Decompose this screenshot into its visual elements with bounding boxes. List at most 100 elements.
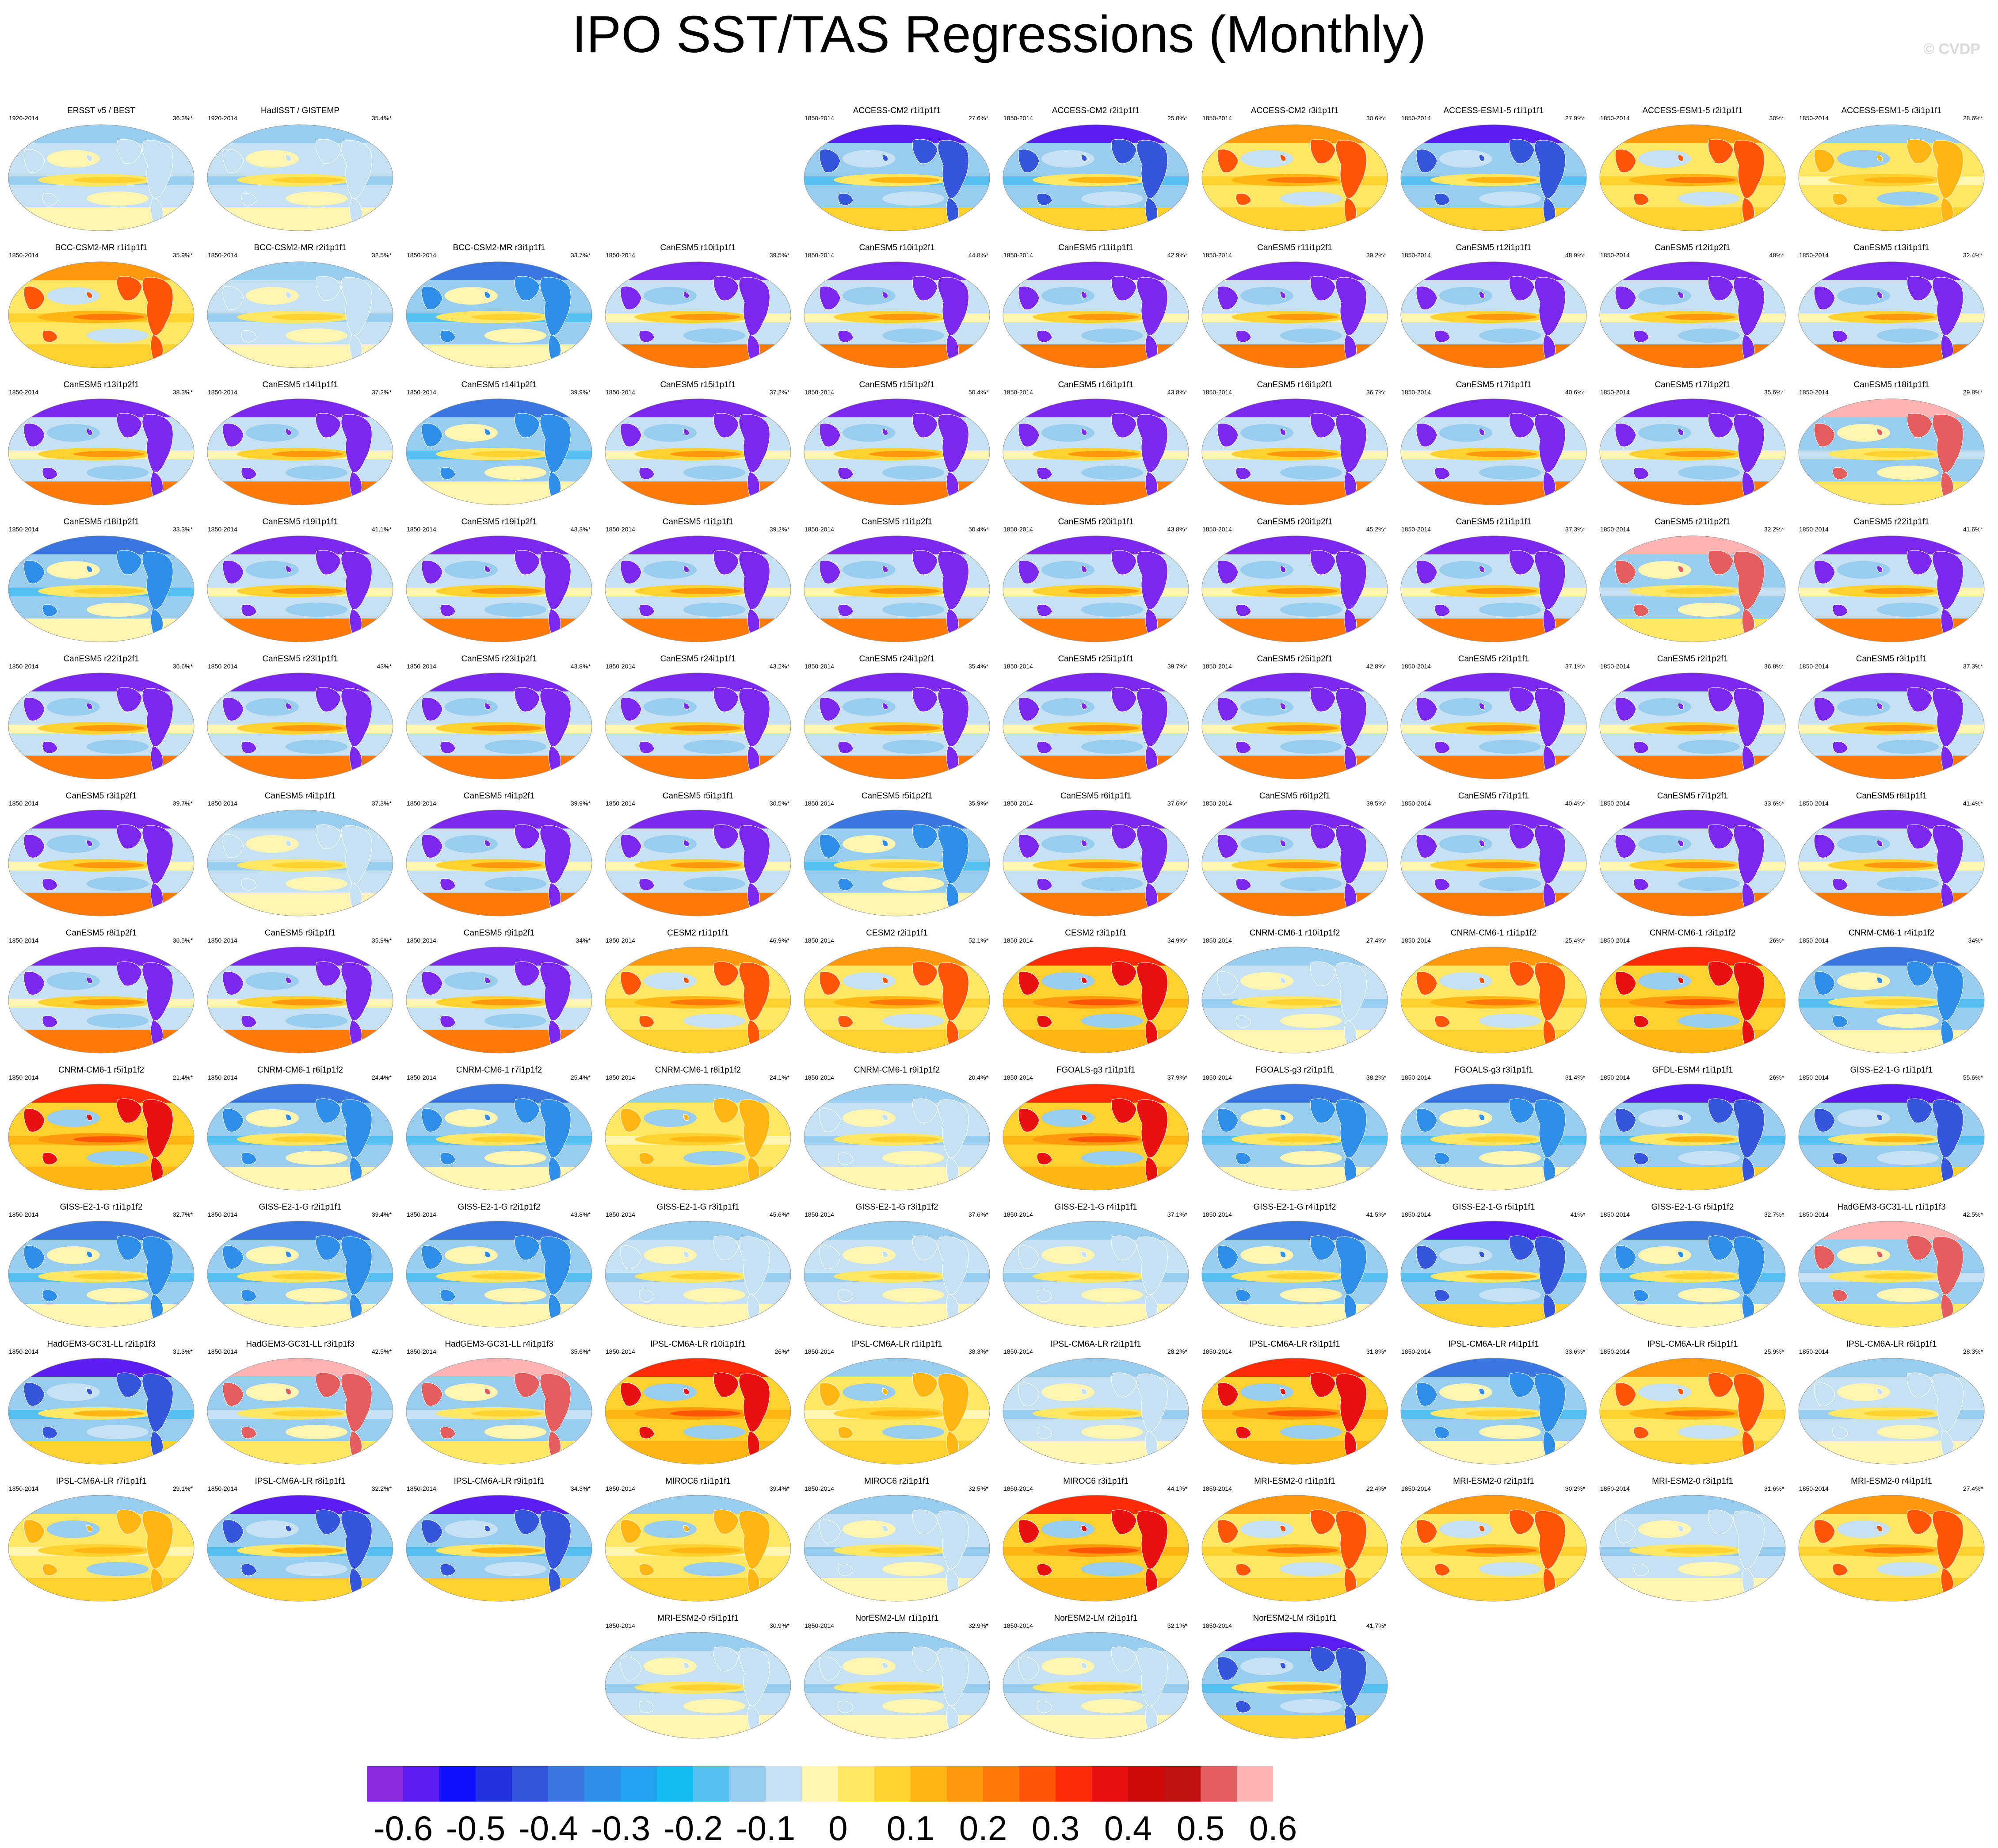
model-panel: CNRM-CM6-1 r8i1p1f2 1850-2014 24.1%* — [600, 1063, 796, 1196]
colorbar-box — [838, 1766, 874, 1802]
panel-title: CNRM-CM6-1 r9i1p1f2 — [854, 1065, 940, 1075]
world-map — [1003, 124, 1189, 231]
world-map — [1201, 535, 1388, 642]
colorbar-box — [584, 1766, 621, 1802]
world-map — [1798, 1221, 1985, 1328]
panel-years: 1850-2014 — [1600, 663, 1630, 670]
panel-years: 1850-2014 — [1003, 252, 1033, 259]
panel-title: MRI-ESM2-0 r2i1p1f1 — [1453, 1477, 1534, 1486]
model-panel: GISS-E2-1-G r2i1p1f1 1850-2014 39.4%* — [202, 1200, 398, 1333]
panel-percent: 35.9%* — [371, 937, 392, 944]
model-panel: CanESM5 r13i1p2f1 1850-2014 38.3%* — [4, 378, 199, 511]
model-panel: CanESM5 r7i1p2f1 1850-2014 33.6%* — [1595, 789, 1790, 922]
world-map — [1003, 1632, 1189, 1739]
panel-percent: 34.3%* — [570, 1485, 591, 1492]
panel-years: 1850-2014 — [1401, 800, 1431, 807]
panel-title: HadGEM3-GC31-LL r4i1p1f3 — [445, 1340, 553, 1349]
model-panel: IPSL-CM6A-LR r9i1p1f1 1850-2014 34.3%* — [401, 1474, 597, 1607]
model-panel: CanESM5 r2i1p1f1 1850-2014 37.1%* — [1396, 652, 1591, 785]
world-map — [1798, 398, 1985, 505]
panel-years: 1850-2014 — [606, 1211, 635, 1218]
panel-percent: 32.9%* — [968, 1622, 988, 1629]
model-panel: CanESM5 r25i1p2f1 1850-2014 42.8%* — [1197, 652, 1392, 785]
watermark: © CVDP — [1923, 41, 1980, 57]
world-map — [804, 535, 990, 642]
world-map — [605, 947, 791, 1054]
colorbar-box — [947, 1766, 983, 1802]
panel-years: 1920-2014 — [9, 115, 38, 122]
panel-title: IPSL-CM6A-LR r3i1p1f1 — [1249, 1340, 1340, 1349]
panel-title: MRI-ESM2-0 r1i1p1f1 — [1254, 1477, 1335, 1486]
colorbar-box — [874, 1766, 911, 1802]
panel-title: CanESM5 r5i1p1f1 — [662, 791, 734, 801]
panel-years: 1850-2014 — [1003, 1211, 1033, 1218]
model-panel: GFDL-ESM4 r1i1p1f1 1850-2014 26%* — [1595, 1063, 1790, 1196]
world-map — [8, 1084, 194, 1191]
panel-title: NorESM2-LM r1i1p1f1 — [855, 1614, 939, 1623]
panel-title: IPSL-CM6A-LR r10i1p1f1 — [650, 1340, 746, 1349]
panel-title: GISS-E2-1-G r4i1p1f1 — [1054, 1203, 1137, 1212]
colorbar-box — [1164, 1766, 1201, 1802]
world-map — [1599, 809, 1786, 916]
panel-percent: 39.5%* — [769, 252, 789, 259]
colorbar-label: 0.1 — [886, 1809, 935, 1848]
world-map — [1798, 672, 1985, 779]
model-panel: MIROC6 r1i1p1f1 1850-2014 39.4%* — [600, 1474, 796, 1607]
world-map — [1400, 1358, 1587, 1465]
panel-percent: 34%* — [576, 937, 591, 944]
panel-percent: 27.6%* — [968, 115, 988, 122]
colorbar-box — [548, 1766, 584, 1802]
panel-years: 1850-2014 — [1401, 1348, 1431, 1355]
world-map — [804, 1495, 990, 1602]
panel-percent: 35.9%* — [968, 800, 988, 807]
model-panel: GISS-E2-1-G r3i1p1f2 1850-2014 37.6%* — [799, 1200, 995, 1333]
panel-years: 1850-2014 — [1600, 526, 1630, 533]
model-panel: CanESM5 r21i1p2f1 1850-2014 32.2%* — [1595, 515, 1790, 648]
world-map — [605, 809, 791, 916]
panel-percent: 27.4%* — [1366, 937, 1386, 944]
panel-percent: 30%* — [1769, 115, 1784, 122]
panel-years: 1850-2014 — [1799, 1074, 1829, 1081]
panel-percent: 28.3%* — [1963, 1348, 1983, 1355]
panel-title: BCC-CSM2-MR r3i1p1f1 — [453, 243, 545, 252]
colorbar-box — [911, 1766, 947, 1802]
panel-percent: 35.6%* — [570, 1348, 591, 1355]
world-map — [1201, 672, 1388, 779]
panel-years: 1850-2014 — [1401, 1485, 1431, 1492]
panel-years: 1850-2014 — [1600, 252, 1630, 259]
world-map — [1400, 124, 1587, 231]
panel-title: GISS-E2-1-G r2i1p1f1 — [259, 1203, 342, 1212]
panel-percent: 30.5%* — [769, 800, 789, 807]
model-panel: CanESM5 r14i1p2f1 1850-2014 39.9%* — [401, 378, 597, 511]
page-title: IPO SST/TAS Regressions (Monthly) — [572, 5, 1426, 64]
panel-title: MRI-ESM2-0 r4i1p1f1 — [1851, 1477, 1932, 1486]
panel-title: IPSL-CM6A-LR r7i1p1f1 — [56, 1477, 147, 1486]
model-panel: CNRM-CM6-1 r3i1p1f2 1850-2014 26%* — [1595, 926, 1790, 1059]
panel-years: 1850-2014 — [1401, 115, 1431, 122]
model-panel: CanESM5 r1i1p1f1 1850-2014 39.2%* — [600, 515, 796, 648]
panel-years: 1920-2014 — [208, 115, 237, 122]
panel-title: CanESM5 r20i1p1f1 — [1058, 517, 1134, 527]
world-map — [1201, 1358, 1388, 1465]
world-map — [207, 1221, 393, 1328]
panel-percent: 31.4%* — [1565, 1074, 1585, 1081]
model-panel: CNRM-CM6-1 r5i1p1f2 1850-2014 21.4%* — [4, 1063, 199, 1196]
world-map — [8, 1358, 194, 1465]
panel-percent: 25.8%* — [1167, 115, 1187, 122]
world-map — [8, 124, 194, 231]
model-panel: IPSL-CM6A-LR r3i1p1f1 1850-2014 31.8%* — [1197, 1337, 1392, 1470]
panel-percent: 31.3%* — [172, 1348, 193, 1355]
panel-years: 1850-2014 — [1003, 1622, 1033, 1629]
world-map — [1798, 947, 1985, 1054]
panel-percent: 32.4%* — [1963, 252, 1983, 259]
panel-title: IPSL-CM6A-LR r2i1p1f1 — [1050, 1340, 1141, 1349]
panel-percent: 33.6%* — [1565, 1348, 1585, 1355]
panel-percent: 35.4%* — [371, 115, 392, 122]
model-panel: CanESM5 r5i1p2f1 1850-2014 35.9%* — [799, 789, 995, 922]
colorbar — [367, 1766, 1273, 1802]
world-map — [1400, 398, 1587, 505]
world-map — [406, 261, 592, 368]
model-panel: CanESM5 r23i1p2f1 1850-2014 43.8%* — [401, 652, 597, 785]
model-panel: CanESM5 r4i1p1f1 1850-2014 37.3%* — [202, 789, 398, 922]
panel-title: CNRM-CM6-1 r1i1p1f2 — [1450, 928, 1537, 938]
